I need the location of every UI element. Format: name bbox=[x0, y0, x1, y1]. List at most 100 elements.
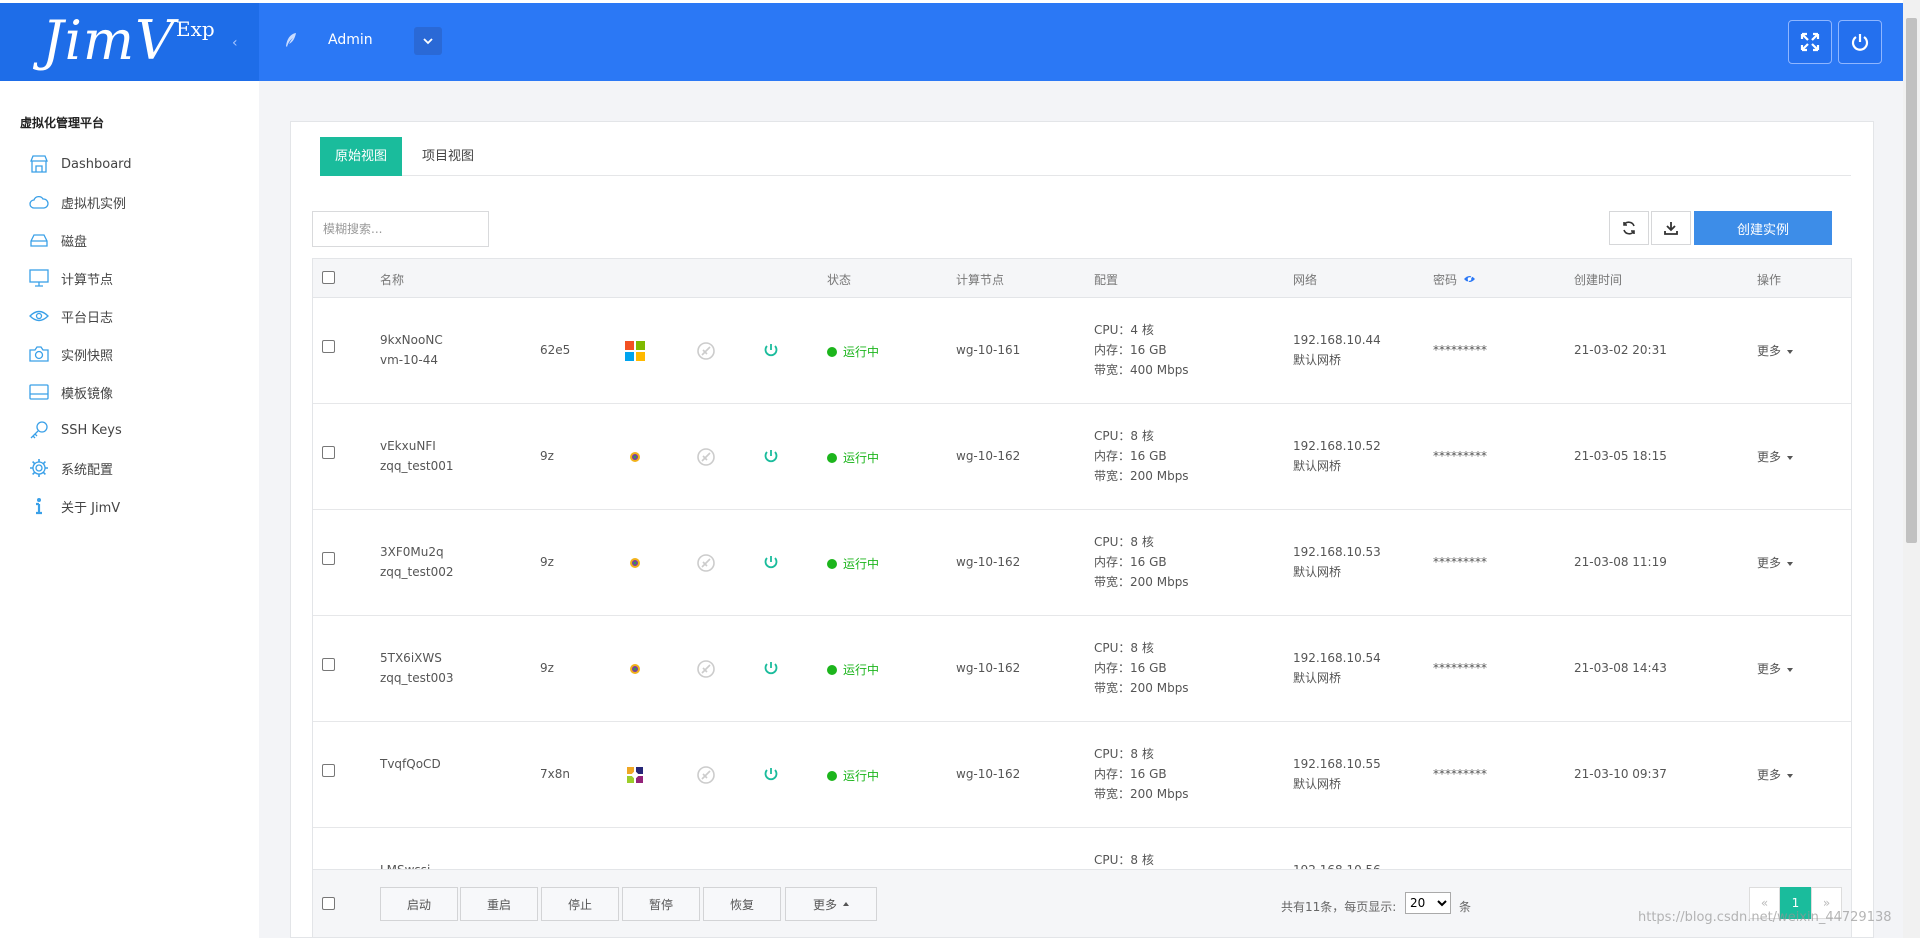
table-header: 名称 状态 计算节点 配置 网络 密码 创建时间 操作 bbox=[313, 258, 1851, 298]
instance-id[interactable]: TvqfQoCD bbox=[380, 757, 441, 771]
config-memory: 内存：16 GB bbox=[1094, 449, 1167, 463]
network-bridge: 默认网桥 bbox=[1293, 459, 1342, 473]
password-masked: ********* bbox=[1433, 661, 1487, 675]
reboot-icon[interactable] bbox=[764, 343, 778, 357]
sidebar-item-snapshots[interactable]: 实例快照 bbox=[28, 335, 132, 373]
column-header-network[interactable]: 网络 bbox=[1293, 273, 1318, 287]
sidebar-item-logs[interactable]: 平台日志 bbox=[28, 297, 132, 335]
sidebar-item-ssh-keys[interactable]: SSH Keys bbox=[28, 411, 132, 449]
column-header-config[interactable]: 配置 bbox=[1094, 273, 1119, 287]
row-checkbox[interactable] bbox=[322, 764, 335, 777]
sidebar-item-dashboard[interactable]: Dashboard bbox=[28, 145, 132, 183]
table-row[interactable]: 9kxNooNC vm-10-44 62e5 运行中 wg-10-161 CPU… bbox=[313, 298, 1851, 404]
sidebar-item-nodes[interactable]: 计算节点 bbox=[28, 259, 132, 297]
instance-id[interactable]: LMSwssi bbox=[380, 863, 431, 870]
start-button[interactable]: 启动 bbox=[380, 887, 458, 921]
table-row[interactable]: 3XF0Mu2q zqq_test002 9z 运行中 wg-10-162 CP… bbox=[313, 510, 1851, 616]
instance-name: zqq_test003 bbox=[380, 671, 454, 685]
column-header-ops: 操作 bbox=[1757, 273, 1782, 287]
status-badge: 运行中 bbox=[827, 555, 879, 572]
sidebar-item-label: 关于 JimV bbox=[61, 500, 121, 516]
tab-original-view[interactable]: 原始视图 bbox=[320, 137, 403, 176]
table-row[interactable]: LMSwssi CPU：8 核 192.168.10.56 bbox=[313, 828, 1851, 870]
disabled-vnc-icon[interactable] bbox=[697, 342, 715, 360]
sidebar-item-disks[interactable]: 磁盘 bbox=[28, 221, 132, 259]
row-more-dropdown[interactable]: 更多 bbox=[1757, 448, 1794, 465]
export-button[interactable] bbox=[1651, 211, 1691, 245]
instance-id[interactable]: 3XF0Mu2q bbox=[380, 545, 444, 559]
select-all-checkbox[interactable] bbox=[322, 271, 335, 284]
restart-button[interactable]: 重启 bbox=[460, 887, 538, 921]
config-bandwidth: 带宽：200 Mbps bbox=[1094, 575, 1189, 589]
search-input[interactable] bbox=[312, 211, 489, 247]
sidebar-item-settings[interactable]: 系统配置 bbox=[28, 449, 132, 487]
row-more-dropdown[interactable]: 更多 bbox=[1757, 766, 1794, 783]
network-bridge: 默认网桥 bbox=[1293, 777, 1342, 791]
reboot-icon[interactable] bbox=[764, 449, 778, 463]
stop-button[interactable]: 停止 bbox=[541, 887, 619, 921]
watermark: https://blog.csdn.net/weixin_44729138 bbox=[1638, 910, 1892, 925]
disabled-vnc-icon[interactable] bbox=[697, 766, 715, 784]
column-header-status[interactable]: 状态 bbox=[827, 273, 852, 287]
brand-logo[interactable]: JimV bbox=[42, 9, 176, 72]
row-checkbox[interactable] bbox=[322, 340, 335, 353]
resume-button[interactable]: 恢复 bbox=[703, 887, 781, 921]
sidebar-item-about[interactable]: 关于 JimV bbox=[28, 487, 132, 525]
logout-button[interactable] bbox=[1838, 20, 1882, 64]
reboot-icon[interactable] bbox=[764, 661, 778, 675]
tab-project-view[interactable]: 项目视图 bbox=[422, 149, 475, 164]
caret-down-icon bbox=[1787, 349, 1794, 354]
instance-short-id: 9z bbox=[540, 661, 554, 675]
config-bandwidth: 带宽：200 Mbps bbox=[1094, 681, 1189, 695]
page-scrollbar[interactable] bbox=[1903, 0, 1920, 938]
row-checkbox[interactable] bbox=[322, 446, 335, 459]
row-more-dropdown[interactable]: 更多 bbox=[1757, 660, 1794, 677]
column-header-created[interactable]: 创建时间 bbox=[1574, 273, 1623, 287]
row-checkbox[interactable] bbox=[322, 552, 335, 565]
reboot-icon[interactable] bbox=[764, 555, 778, 569]
caret-down-icon bbox=[1787, 667, 1794, 672]
prev-page-button[interactable]: « bbox=[1749, 887, 1780, 919]
bulk-select-checkbox[interactable] bbox=[322, 897, 335, 910]
sidebar-item-label: 实例快照 bbox=[61, 348, 114, 364]
user-menu-dropdown-button[interactable] bbox=[414, 27, 442, 55]
column-header-node[interactable]: 计算节点 bbox=[956, 273, 1005, 287]
sidebar-item-label: Dashboard bbox=[61, 156, 132, 172]
pause-button[interactable]: 暂停 bbox=[622, 887, 700, 921]
fullscreen-button[interactable] bbox=[1788, 20, 1832, 64]
create-instance-button[interactable]: 创建实例 bbox=[1694, 211, 1832, 245]
instance-id[interactable]: 9kxNooNC bbox=[380, 333, 443, 347]
show-password-icon[interactable] bbox=[1463, 274, 1476, 284]
column-header-password[interactable]: 密码 bbox=[1433, 273, 1458, 287]
config-memory: 内存：16 GB bbox=[1094, 767, 1167, 781]
reboot-icon[interactable] bbox=[764, 767, 778, 781]
row-checkbox[interactable] bbox=[322, 658, 335, 671]
column-header-name[interactable]: 名称 bbox=[380, 273, 405, 287]
disabled-vnc-icon[interactable] bbox=[697, 660, 715, 678]
chevron-down-icon bbox=[423, 37, 433, 44]
sidebar-collapse-button[interactable]: ‹ bbox=[232, 35, 238, 51]
disk-icon bbox=[28, 229, 50, 251]
page-size-select[interactable]: 20 bbox=[1405, 892, 1451, 914]
sidebar-item-templates[interactable]: 模板镜像 bbox=[28, 373, 132, 411]
instance-name: zqq_test001 bbox=[380, 459, 454, 473]
scrollbar-thumb[interactable] bbox=[1906, 18, 1917, 543]
sidebar-item-instances[interactable]: 虚拟机实例 bbox=[28, 183, 132, 221]
disabled-vnc-icon[interactable] bbox=[697, 448, 715, 466]
table-row[interactable]: vEkxuNFI zqq_test001 9z 运行中 wg-10-162 CP… bbox=[313, 404, 1851, 510]
disabled-vnc-icon[interactable] bbox=[697, 554, 715, 572]
instance-id[interactable]: vEkxuNFI bbox=[380, 439, 436, 453]
next-page-button[interactable]: » bbox=[1811, 887, 1842, 919]
centos-icon bbox=[627, 767, 643, 783]
table-row[interactable]: TvqfQoCD 7x8n 运行中 wg-10-162 CPU：8 核 内存：1… bbox=[313, 722, 1851, 828]
instance-id[interactable]: 5TX6iXWS bbox=[380, 651, 442, 665]
more-actions-button[interactable]: 更多 bbox=[785, 887, 877, 921]
page-button[interactable]: 1 bbox=[1780, 887, 1811, 919]
password-masked: ********* bbox=[1433, 555, 1487, 569]
status-dot-icon bbox=[827, 452, 837, 463]
row-more-dropdown[interactable]: 更多 bbox=[1757, 554, 1794, 571]
refresh-button[interactable] bbox=[1609, 211, 1649, 245]
table-row[interactable]: 5TX6iXWS zqq_test003 9z 运行中 wg-10-162 CP… bbox=[313, 616, 1851, 722]
row-more-dropdown[interactable]: 更多 bbox=[1757, 342, 1794, 359]
compute-node: wg-10-161 bbox=[956, 343, 1021, 357]
